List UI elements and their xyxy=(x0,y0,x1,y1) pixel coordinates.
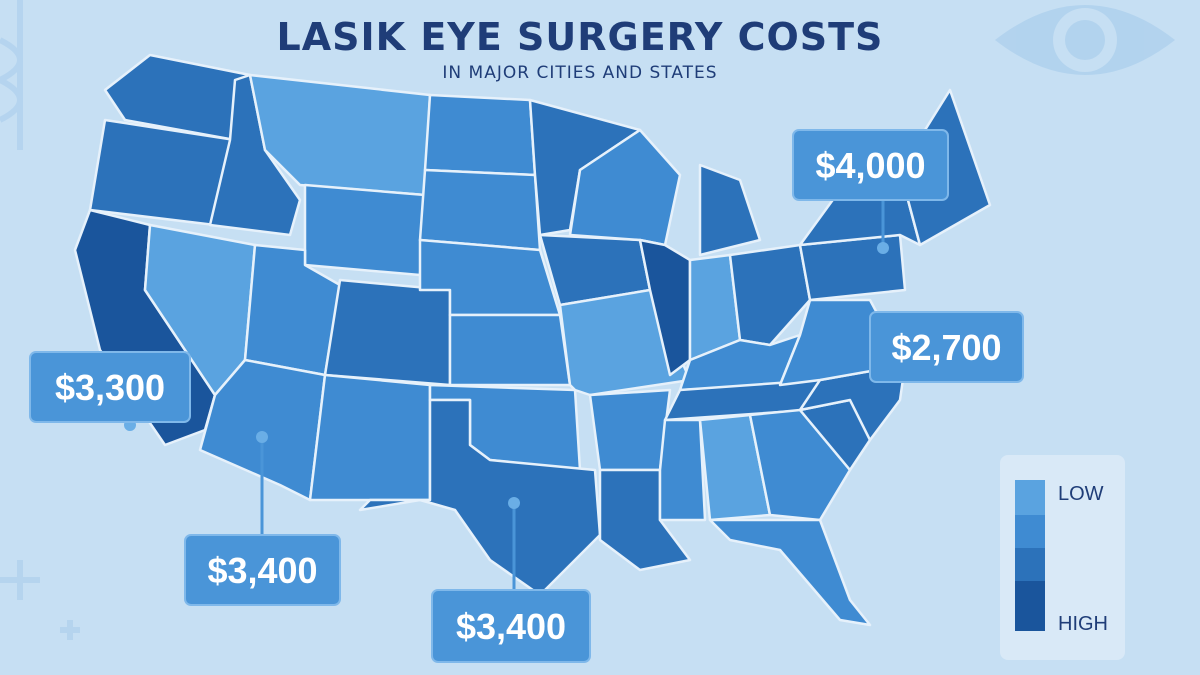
legend-swatch xyxy=(1015,581,1045,631)
callout-dot xyxy=(508,497,520,509)
callout-dot xyxy=(256,431,268,443)
title: LASIK EYE SURGERY COSTS xyxy=(277,15,884,59)
state xyxy=(658,418,707,522)
callout-label: $2,700 xyxy=(891,327,1001,368)
state xyxy=(323,278,452,387)
callouts: $4,000 $2,700 $3,300 $3,400 $3,400 xyxy=(29,129,1024,663)
state xyxy=(303,183,427,277)
callout-box xyxy=(29,351,191,423)
us-map xyxy=(73,53,992,627)
legend-swatch xyxy=(1015,480,1045,515)
callout-dot xyxy=(877,242,889,254)
callout-box xyxy=(792,129,949,201)
state xyxy=(708,518,872,627)
callout-box xyxy=(869,311,1024,383)
decor-eye xyxy=(995,5,1175,75)
decor-caduceus xyxy=(0,0,80,640)
state xyxy=(728,243,812,347)
callout-box xyxy=(431,589,591,663)
state xyxy=(448,313,572,387)
state xyxy=(748,408,852,522)
subtitle: IN MAJOR CITIES AND STATES xyxy=(442,63,717,83)
state xyxy=(698,163,762,257)
legend-low: LOW xyxy=(1058,483,1104,505)
state xyxy=(308,373,432,502)
state xyxy=(798,233,907,302)
callout-box xyxy=(184,534,341,606)
callout-label: $3,300 xyxy=(55,367,165,408)
state xyxy=(423,93,537,177)
state xyxy=(418,168,542,252)
legend: LOW HIGH xyxy=(1000,455,1125,660)
state xyxy=(103,53,252,142)
legend-swatch xyxy=(1015,548,1045,581)
state xyxy=(588,388,672,472)
callout-label: $3,400 xyxy=(207,550,317,591)
legend-swatch xyxy=(1015,515,1045,548)
legend-high: HIGH xyxy=(1058,613,1108,635)
callout-label: $4,000 xyxy=(815,145,925,186)
callout-label: $3,400 xyxy=(456,606,566,647)
